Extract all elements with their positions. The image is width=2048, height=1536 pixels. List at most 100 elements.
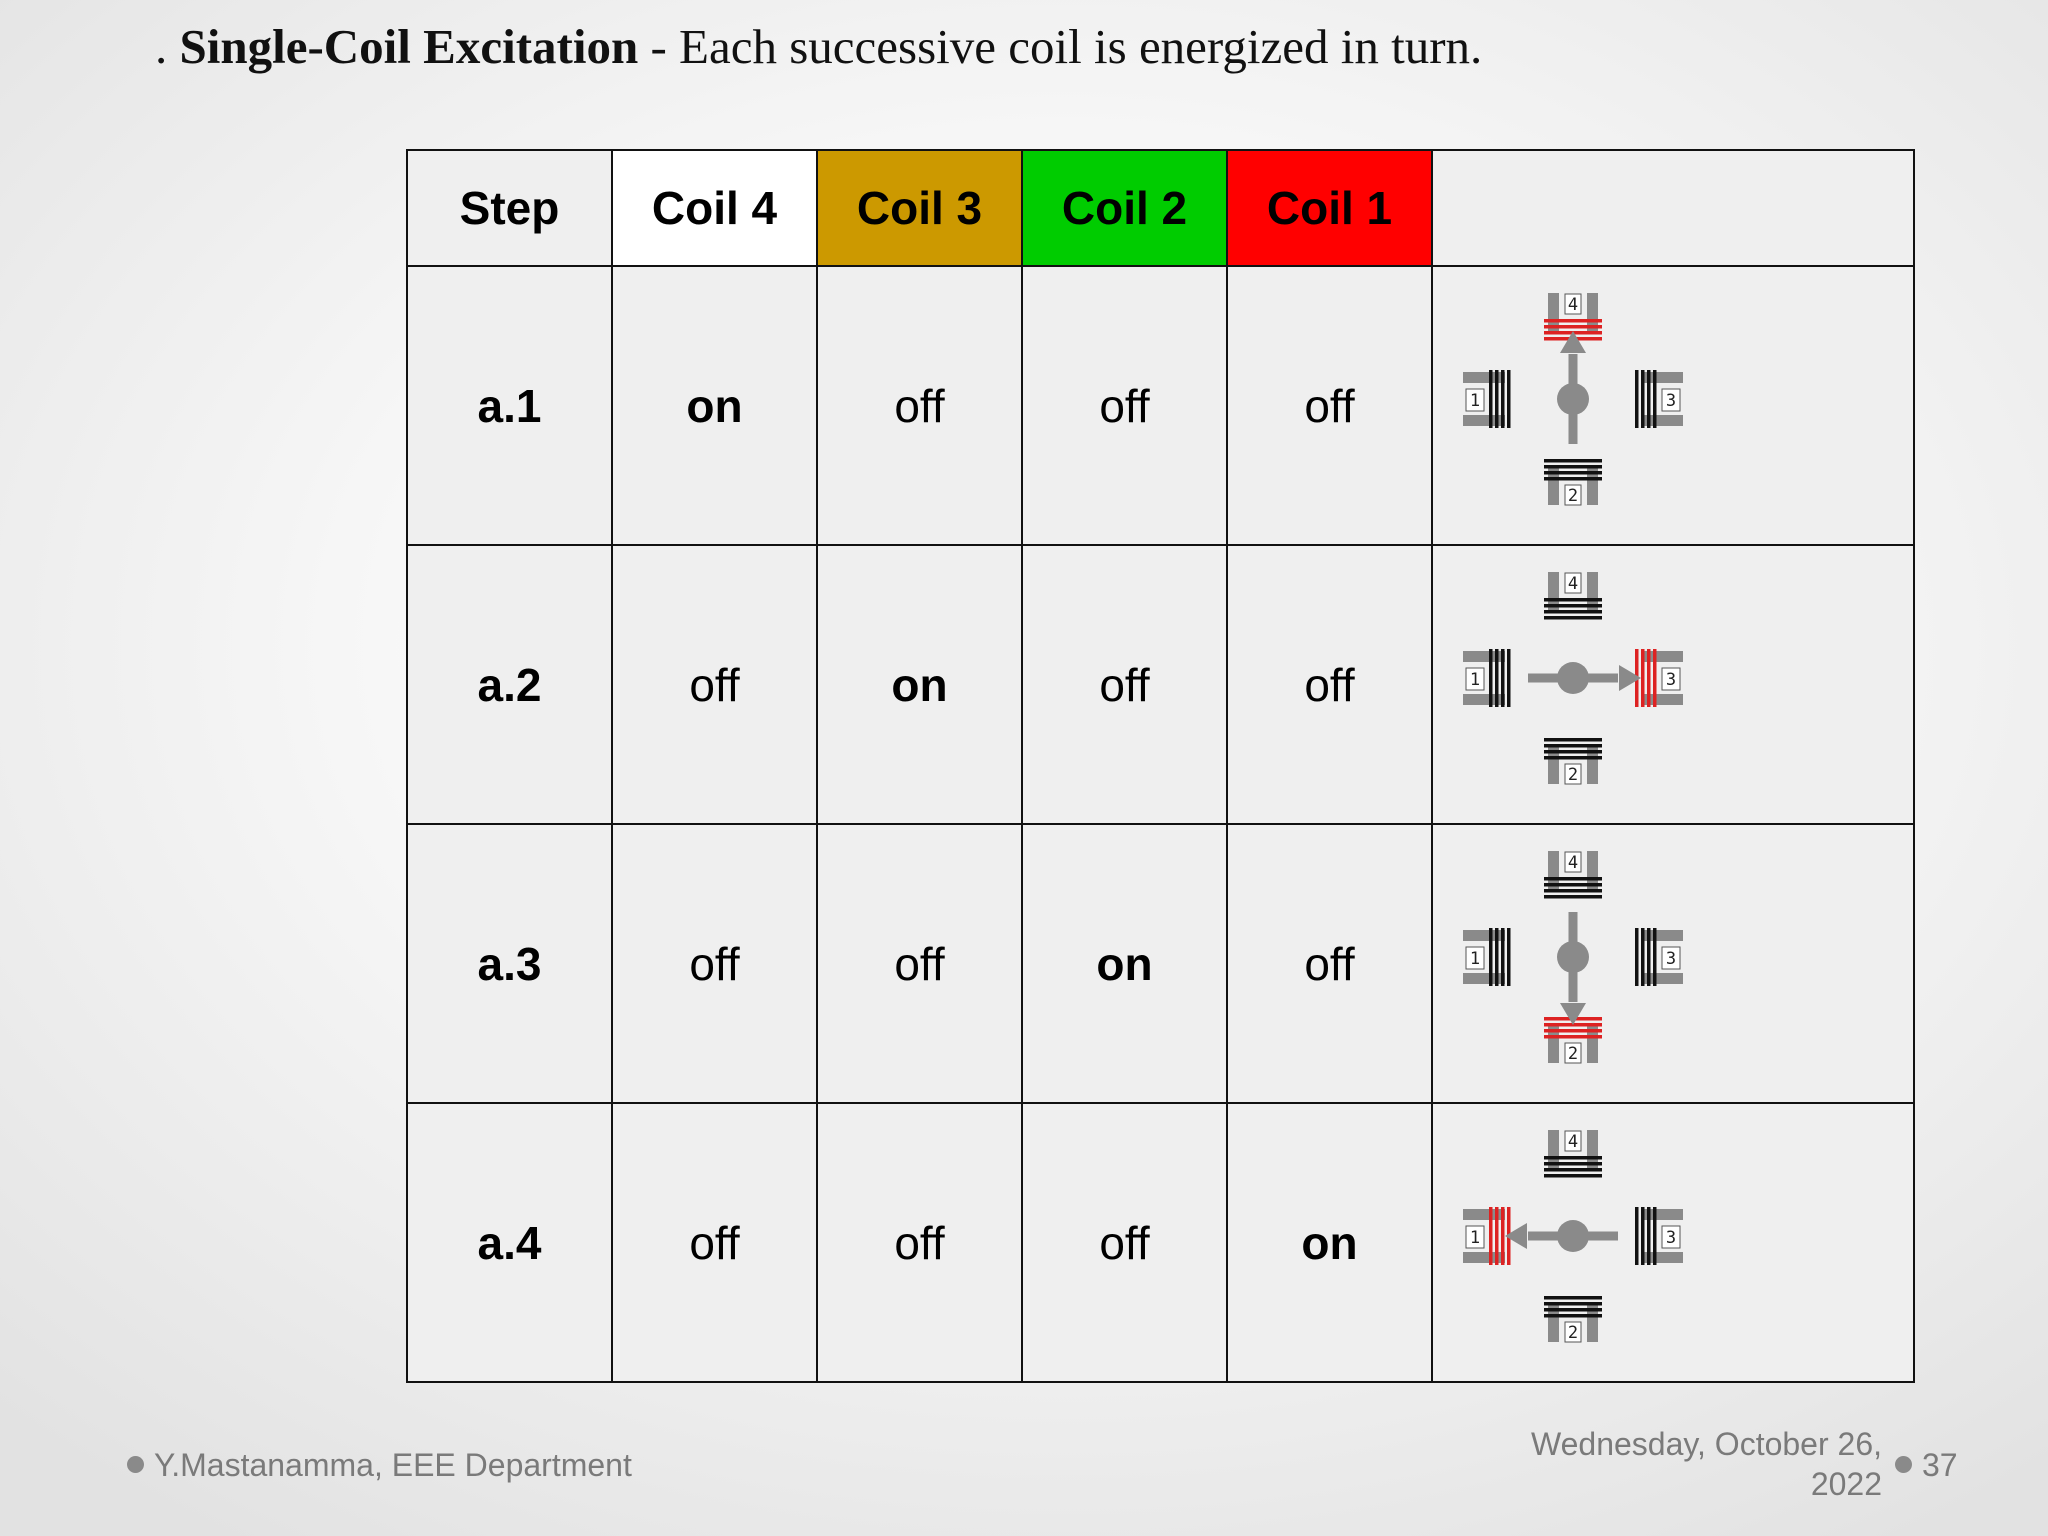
rotor-arrow-icon (1560, 330, 1586, 353)
winding-line (1635, 369, 1639, 428)
winding-line (1641, 1206, 1645, 1265)
date-line-1: Wednesday, October 26, (1530, 1426, 1882, 1462)
winding-line (1647, 369, 1651, 428)
coil-2-state: off (1021, 1102, 1228, 1383)
rotor (1528, 661, 1641, 694)
coil-label: 4 (1568, 1132, 1578, 1152)
pole-frame (1463, 929, 1505, 941)
pole-frame (1641, 972, 1683, 984)
pole-frame (1548, 1129, 1559, 1170)
winding-line (1544, 1167, 1602, 1171)
coil-label-box (1661, 667, 1681, 690)
winding-line (1495, 648, 1499, 707)
pole-frame (1587, 850, 1598, 891)
rotor-hub (1557, 382, 1589, 415)
coil-3-state: off (816, 265, 1023, 546)
coil-3-state: on (816, 544, 1023, 825)
rotor-diagram-cell: 4 2 1 3 (1431, 544, 1915, 825)
winding-line (1653, 369, 1657, 428)
pole-frame (1548, 1301, 1559, 1342)
coil-label: 1 (1470, 1228, 1480, 1248)
rotor-arrow-icon (1505, 1222, 1527, 1249)
rotor-hub (1557, 940, 1589, 973)
pole-frame (1548, 292, 1559, 333)
winding-line (1641, 927, 1645, 986)
winding-line (1544, 1028, 1602, 1032)
pole-frame (1463, 1208, 1505, 1220)
coil-2-state: off (1021, 265, 1228, 546)
coil-1-state: on (1226, 1102, 1433, 1383)
winding-line (1501, 927, 1505, 986)
winding-line (1544, 318, 1602, 322)
winding-line (1544, 1034, 1602, 1038)
winding-line (1544, 470, 1602, 474)
header-coil-2: Coil 2 (1021, 149, 1228, 267)
coil-label-box (1661, 946, 1681, 969)
coil-1-pole: 1 (1463, 1206, 1511, 1265)
pole-frame (1641, 414, 1683, 426)
bullet-dot-icon (127, 1456, 144, 1474)
coil-label: 3 (1666, 670, 1676, 690)
page-number: 37 (1922, 1447, 1958, 1483)
coil-label-box (1564, 484, 1582, 505)
winding-line (1489, 927, 1493, 986)
winding-line (1507, 648, 1511, 707)
winding-line (1501, 1206, 1505, 1265)
header-step: Step (406, 149, 613, 267)
coil-label-box (1564, 1321, 1582, 1342)
footer-author: Y.Mastanamma, EEE Department (127, 1447, 632, 1484)
winding-line (1544, 882, 1602, 886)
coil-label: 2 (1568, 1044, 1578, 1064)
date-line-2: 2022 (1810, 1466, 1882, 1502)
coil-2-state: on (1021, 823, 1228, 1104)
pole-frame (1463, 650, 1505, 662)
winding-line (1653, 927, 1657, 986)
rotor-diagram-cell: 4 2 1 3 (1431, 265, 1915, 546)
coil-4-state: off (611, 1102, 818, 1383)
coil-label-box (1661, 1225, 1681, 1248)
rotor-diagram-cell: 4 2 1 3 (1431, 1102, 1915, 1383)
header-coil-4: Coil 4 (611, 149, 818, 267)
coil-label-box (1661, 388, 1681, 411)
winding-line (1641, 369, 1645, 428)
coil-4-state: off (611, 823, 818, 1104)
winding-line (1544, 1173, 1602, 1177)
coil-3-pole: 3 (1635, 369, 1683, 428)
winding-line (1647, 1206, 1651, 1265)
winding-line (1544, 743, 1602, 747)
winding-line (1544, 755, 1602, 759)
winding-line (1544, 888, 1602, 892)
step-cell: a.1 (406, 265, 613, 546)
winding-line (1544, 476, 1602, 480)
pole-frame (1548, 850, 1559, 891)
pole-frame (1641, 929, 1683, 941)
footer-date: Wednesday, October 26, 2022 (1462, 1424, 1882, 1504)
slide-title: . Single-Coil Excitation - Each successi… (155, 18, 1482, 75)
excitation-table: Step Coil 4 Coil 3 Coil 2 Coil 1 a.1 on … (406, 149, 1915, 1383)
table-row: a.3 off off on off 4 2 1 3 (406, 823, 1915, 1104)
coil-label-box (1465, 1225, 1485, 1248)
winding-line (1653, 648, 1657, 707)
winding-line (1507, 369, 1511, 428)
coil-1-state: off (1226, 265, 1433, 546)
coil-label: 2 (1568, 765, 1578, 785)
stepper-rotor-diagram: 4 2 1 3 (1463, 1129, 1683, 1343)
rotor-hub (1557, 1219, 1589, 1252)
coil-label-box (1564, 763, 1582, 784)
winding-line (1544, 597, 1602, 601)
coil-3-state: off (816, 823, 1023, 1104)
coil-label: 1 (1470, 670, 1480, 690)
header-diagram (1431, 149, 1915, 267)
coil-3-pole: 3 (1635, 927, 1683, 986)
coil-label-box (1564, 1042, 1582, 1063)
pole-frame (1641, 693, 1683, 705)
coil-label: 2 (1568, 486, 1578, 506)
winding-line (1544, 894, 1602, 898)
coil-2-pole: 2 (1544, 1295, 1602, 1343)
coil-3-pole: 3 (1635, 1206, 1683, 1265)
rotor-arrow-icon (1619, 664, 1641, 691)
pole-frame (1463, 414, 1505, 426)
coil-4-pole: 4 (1544, 571, 1602, 619)
coil-label: 3 (1666, 949, 1676, 969)
pole-frame (1548, 743, 1559, 784)
